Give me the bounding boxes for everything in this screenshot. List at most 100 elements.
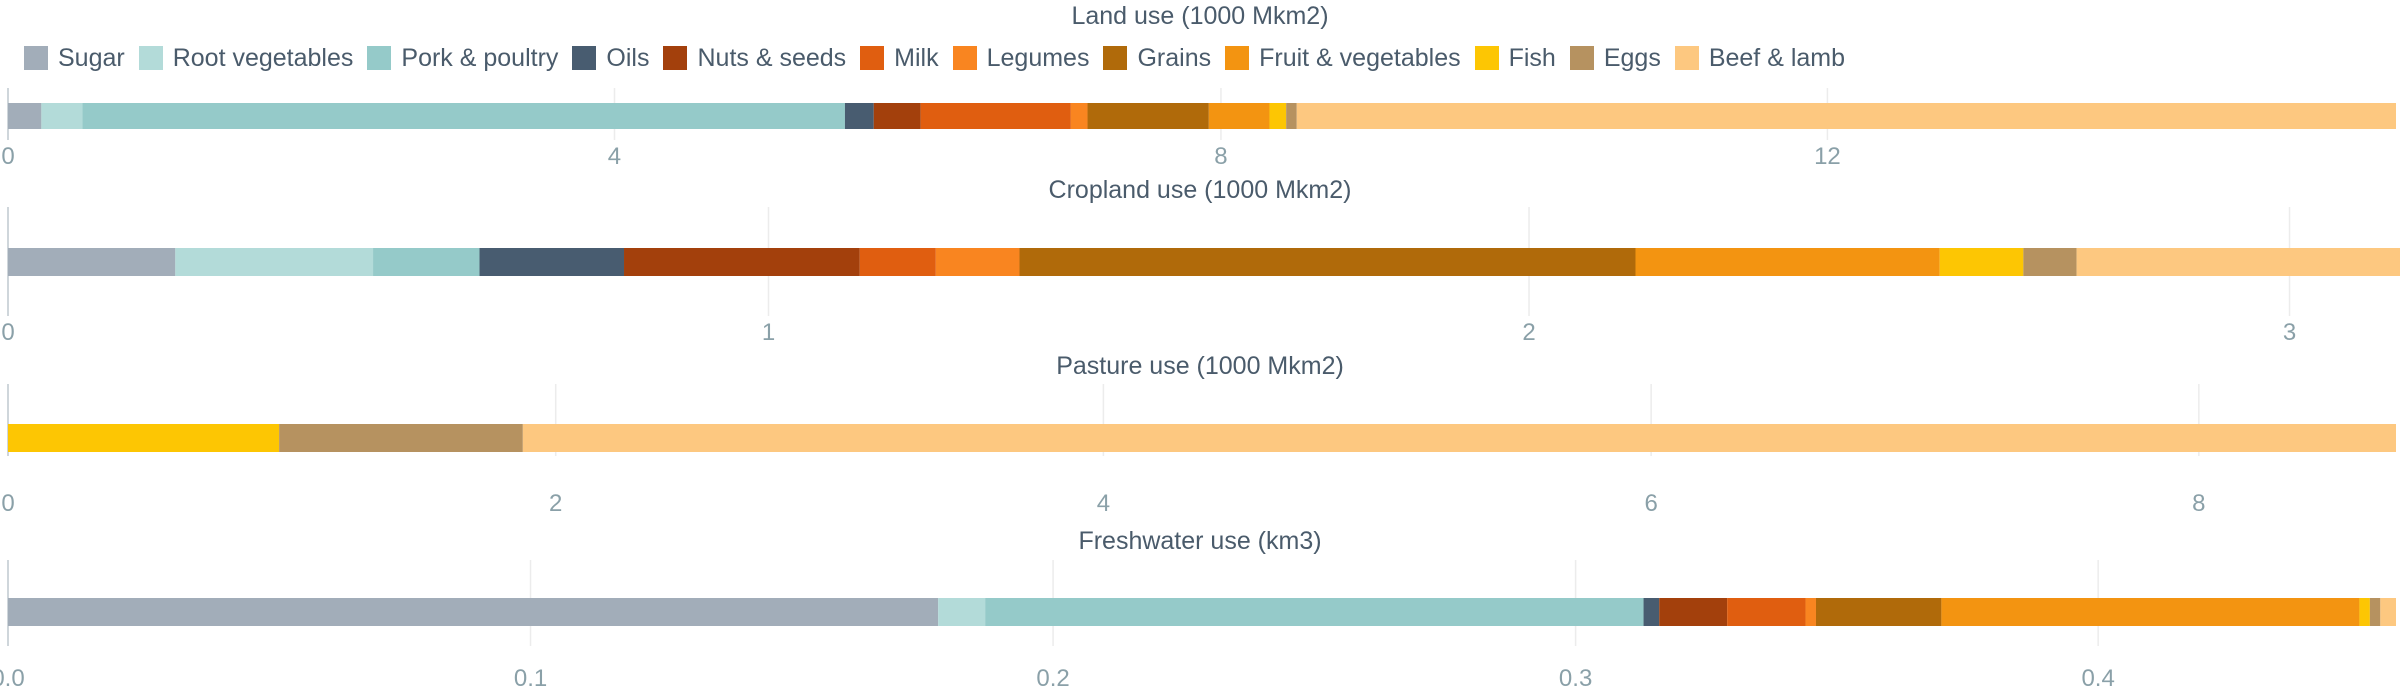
tick-label: 0 (1, 490, 14, 517)
legend-item[interactable]: Eggs (1569, 43, 1661, 73)
legend-label: Eggs (1603, 43, 1661, 72)
bar-segment (873, 103, 921, 129)
legend-swatch (572, 46, 597, 70)
bar-segment (935, 248, 1020, 276)
tick-label: 0 (1, 143, 14, 170)
legend-label: Legumes (986, 43, 1090, 72)
legend-swatch (663, 46, 688, 70)
legend-item[interactable]: Pork & poultry (367, 44, 558, 73)
panel-title: Cropland use (1000 Mkm2) (1049, 176, 1352, 204)
legend-swatch (1569, 46, 1594, 70)
bar-segment (1087, 103, 1209, 129)
legend-item[interactable]: Legumes (952, 43, 1090, 73)
chart-panel: Pasture use (1000 Mkm2) 0 2 4 6 8 (1, 352, 2397, 517)
legend-label: Sugar (58, 43, 125, 72)
bar-segment (1019, 248, 1636, 276)
legend-item[interactable]: Nuts & seeds (663, 44, 846, 73)
chart-panel: Freshwater use (km3) 0.0 0.1 0.2 0.3 0.4 (0, 527, 2396, 692)
legend-label: Fish (1508, 43, 1556, 72)
tick-label: 2 (1522, 319, 1535, 346)
legend-swatch (1474, 46, 1499, 70)
panel-title: Freshwater use (km3) (1078, 527, 1321, 555)
bar-segment (985, 598, 1644, 626)
bar-segment (1635, 248, 1940, 276)
legend-item[interactable]: Sugar (24, 44, 125, 73)
bar-segment (82, 103, 845, 129)
bar-segment (279, 424, 523, 452)
bar-segment (1727, 598, 1806, 626)
legend-swatch (367, 46, 392, 70)
legend-label: Oils (606, 43, 650, 72)
tick-label: 0.3 (1559, 665, 1592, 692)
panel-title: Pasture use (1000 Mkm2) (1056, 352, 1344, 380)
legend-item[interactable]: Oils (572, 44, 649, 73)
bar-segment (2023, 248, 2077, 276)
legend-swatch (952, 46, 977, 70)
bar-segment (1208, 103, 1270, 129)
chart-legend: Sugar Root vegetables Pork & poultry Oils Nu… (24, 40, 1845, 76)
legend-label: Pork & poultry (401, 43, 559, 72)
tick-label: 0.1 (514, 665, 547, 692)
legend-item[interactable]: Beef & lamb (1674, 43, 1846, 73)
legend-swatch (1225, 46, 1250, 70)
legend-swatch (24, 46, 48, 70)
bar-segment (175, 248, 374, 276)
bar-segment (8, 248, 176, 276)
legend-item[interactable]: Fruit & vegetables (1225, 44, 1461, 73)
legend-label: Grains (1137, 43, 1212, 72)
legend-item[interactable]: Fish (1474, 43, 1556, 73)
bar-segment (1286, 103, 1297, 129)
bar-segment (2359, 598, 2370, 626)
legend-item[interactable]: Milk (860, 43, 939, 73)
chart-panel: Cropland use (1000 Mkm2) 0 1 2 3 (1, 176, 2400, 346)
tick-label: 1 (762, 319, 775, 346)
tick-label: 0.2 (1036, 665, 1069, 692)
bar-segment (1939, 248, 2024, 276)
bar-segment (938, 598, 986, 626)
bar-segment (41, 103, 83, 129)
legend-swatch (1103, 46, 1128, 70)
legend-swatch (1674, 46, 1699, 70)
bar-segment (2369, 598, 2381, 626)
chart-panel: Land use (1000 Mkm2) 0 4 8 12 (1, 2, 2396, 170)
tick-label: 2 (549, 490, 562, 517)
bar-segment (2076, 248, 2400, 276)
tick-label: 0 (1, 319, 14, 346)
bar-segment (8, 598, 939, 626)
bar-segment (8, 103, 42, 129)
tick-label: 8 (2192, 490, 2205, 517)
bar-segment (1941, 598, 2360, 626)
tick-label: 8 (1214, 143, 1227, 170)
bar-segment (1070, 103, 1088, 129)
tick-label: 3 (2283, 319, 2296, 346)
legend-label: Beef & lamb (1708, 43, 1846, 72)
bar-segment (2380, 598, 2396, 626)
legend-swatch (860, 46, 885, 70)
bar-segment (859, 248, 936, 276)
bar-segment (373, 248, 480, 276)
legend-label: Nuts & seeds (697, 43, 847, 72)
panel-title: Land use (1000 Mkm2) (1071, 2, 1328, 30)
bar-segment (920, 103, 1071, 129)
bar-segment (844, 103, 874, 129)
tick-label: 0.4 (2081, 665, 2114, 692)
bar-segment (1269, 103, 1287, 129)
tick-label: 4 (1097, 490, 1110, 517)
legend-item[interactable]: Grains (1103, 44, 1211, 73)
bar-segment (522, 424, 2397, 452)
legend-label: Milk (894, 43, 939, 72)
bar-segment (1643, 598, 1660, 626)
bar-segment (479, 248, 625, 276)
bar-segment (1296, 103, 2396, 129)
bar-segment (624, 248, 860, 276)
tick-label: 6 (1644, 490, 1657, 517)
bar-segment (8, 424, 280, 452)
legend-label: Root vegetables (172, 43, 354, 72)
bar-segment (1815, 598, 1942, 626)
legend-swatch (138, 46, 163, 70)
legend-item[interactable]: Root vegetables (138, 43, 354, 73)
tick-label: 12 (1814, 143, 1841, 170)
tick-label: 0.0 (0, 665, 25, 692)
